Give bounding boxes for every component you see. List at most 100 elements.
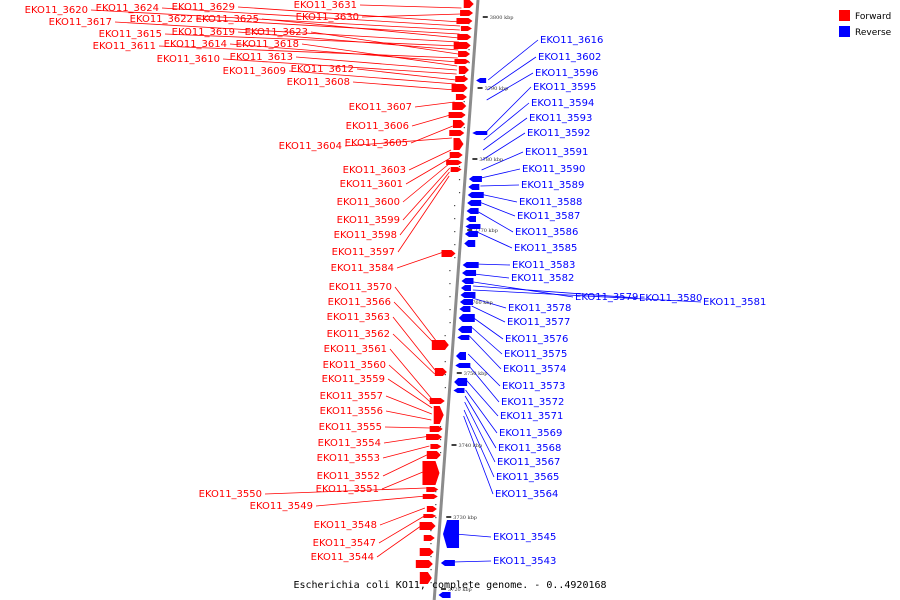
forward-leader-line [396,251,444,269]
reverse-gene-label: EKO11_3579 [575,292,638,303]
reverse-gene-feature [457,335,470,340]
axis-dot [439,426,442,428]
forward-gene-label: EKO11_3606 [346,121,409,132]
axis-dot [430,543,432,545]
forward-leader-line [385,410,432,421]
reverse-leader-line [486,72,534,101]
axis-dot [454,231,456,233]
forward-gene-feature [426,434,443,440]
forward-gene-feature [452,120,465,128]
reverse-leader-line [472,297,507,309]
reverse-gene-feature [461,278,474,284]
reverse-gene-feature [462,270,477,276]
reverse-gene-label: EKO11_3567 [497,457,560,468]
reverse-gene-label: EKO11_3602 [538,52,601,63]
forward-leader-line [114,21,459,43]
axis-dot [458,179,461,181]
forward-leader-line [379,507,426,526]
forward-gene-label: EKO11_3618 [236,39,299,50]
forward-leader-line [229,43,458,63]
forward-gene-label: EKO11_3549 [250,501,313,512]
forward-gene-feature [458,66,469,74]
axis-dot [430,556,432,558]
axis-dot [468,49,470,51]
forward-gene-feature [422,461,440,485]
reverse-leader-line [483,102,530,141]
gene-features [415,0,488,598]
leader-lines [90,4,702,563]
reverse-gene-feature [476,78,487,83]
reverse-gene-label: EKO11_3594 [531,98,594,109]
reverse-leader-line [487,39,539,81]
reverse-leader-line [478,211,514,233]
forward-gene-feature [460,10,474,16]
forward-gene-label: EKO11_3629 [172,2,235,13]
reverse-gene-feature [459,299,473,305]
axis-dot [439,439,442,441]
reverse-leader-line [465,389,498,434]
axis-dot [444,361,446,363]
reverse-gene-feature [459,306,471,312]
reverse-gene-feature [468,184,480,190]
reverse-leader-line [479,193,518,203]
forward-leader-line [411,113,454,127]
forward-leader-line [359,4,462,9]
forward-gene-label: EKO11_3601 [340,179,403,190]
reverse-gene-feature [454,378,468,386]
forward-gene-feature [426,506,437,512]
forward-leader-line [310,31,459,55]
reverse-leader-line [467,353,501,387]
axis-dot [454,218,456,220]
forward-gene-feature [423,514,437,518]
forward-gene-feature [449,152,463,158]
reverse-leader-line [465,379,499,417]
forward-gene-feature [419,522,436,530]
reverse-leader-line [452,560,492,563]
reverse-gene-feature [460,292,476,298]
reverse-gene-label: EKO11_3616 [540,35,603,46]
forward-leader-line [414,101,455,108]
reverse-leader-line [480,168,521,179]
tick-label: 3800 kbp [490,15,514,21]
forward-gene-feature [429,426,443,432]
reverse-leader-line [480,184,520,187]
reverse-gene-label: EKO11_3592 [527,128,590,139]
axis-dot [430,530,432,532]
forward-gene-feature [454,59,470,64]
forward-gene-feature [460,26,472,31]
forward-gene-label: EKO11_3625 [196,14,259,25]
reverse-gene-feature [443,520,460,548]
reverse-leader-line [467,363,500,403]
reverse-gene-label: EKO11_3581 [703,297,766,308]
forward-leader-line [378,515,425,544]
scale-ticks: 3800 kbp 3790 kbp 3780 kbp 3770 kbp 3760 kbp… [430,10,514,593]
forward-gene-feature [419,572,432,584]
reverse-gene-feature [456,352,467,360]
legend-forward-label: Forward [855,12,891,22]
axis-dot [454,205,456,207]
forward-leader-line [222,58,457,75]
reverse-gene-feature [453,388,465,393]
forward-gene-feature [451,84,468,92]
reverse-gene-feature [466,216,477,222]
forward-gene-feature [441,250,456,257]
forward-leader-line [161,7,461,27]
axis-dot [440,452,442,454]
forward-leader-line [237,31,459,51]
forward-leader-line [382,453,430,477]
reverse-gene-label: EKO11_3571 [500,411,563,422]
forward-leader-line [387,378,433,409]
forward-gene-label: EKO11_3566 [328,297,391,308]
reverse-gene-label: EKO11_3593 [529,113,592,124]
axis-dot [449,270,451,272]
forward-gene-label: EKO11_3552 [317,471,380,482]
reverse-gene-label: EKO11_3582 [511,273,574,284]
forward-gene-label: EKO11_3553 [317,453,380,464]
axis-dot [454,244,456,246]
reverse-gene-feature [455,363,471,368]
forward-leader-line [352,81,456,91]
forward-gene-label: EKO11_3562 [327,329,390,340]
forward-gene-label: EKO11_3599 [337,215,400,226]
forward-gene-label: EKO11_3612 [291,64,354,75]
